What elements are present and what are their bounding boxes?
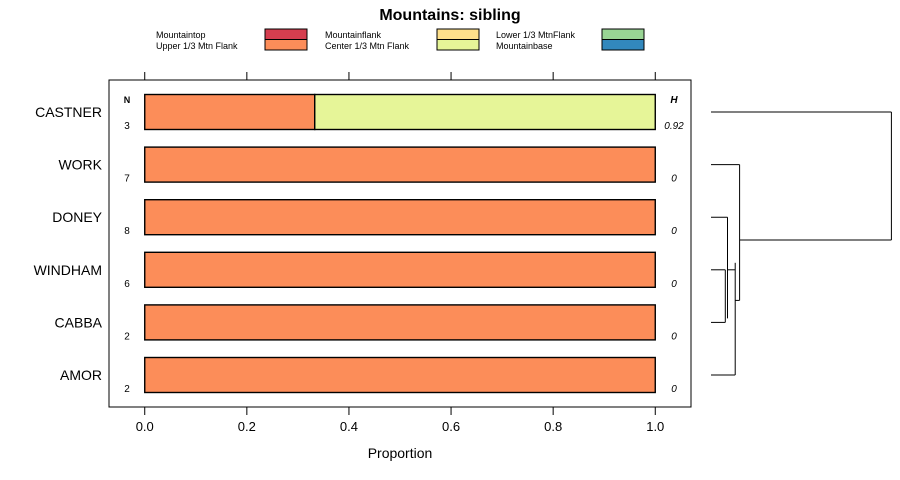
n-value: 7 [124,174,130,185]
bars: CASTNER 3 0.92 WORK 7 0 DONEY 8 0 WINDHAM 6 0 CABBA 2… [34,93,684,395]
legend-label: Lower 1/3 MtnFlank [496,30,576,40]
legend-swatch [264,28,308,40]
bar-segment [144,93,316,131]
bar-segment [314,93,656,131]
x-axis: 0.0 0.2 0.4 0.6 0.8 1.0 [136,72,664,434]
legend-swatch [436,28,480,40]
h-value: 0 [671,331,677,342]
bar-segment [144,304,656,341]
h-value: 0 [671,174,677,185]
h-value: 0 [671,279,677,290]
category-label: WORK [58,157,102,173]
x-tick-label: 0.2 [238,419,256,434]
legend-label: Mountaintop [156,30,206,40]
legend-label: Mountainflank [325,30,382,40]
chart-title: Mountains: sibling [379,7,520,24]
category-label: WINDHAM [34,262,102,278]
bar-segment [144,146,656,183]
n-value: 2 [124,331,130,342]
h-value: 0.92 [664,121,684,132]
bar-segment [144,356,656,394]
bar-segment [144,198,656,236]
plot-frame [108,79,692,408]
n-value: 2 [124,384,130,395]
legend-label: Mountainbase [496,41,553,51]
legend-label: Upper 1/3 Mtn Flank [156,41,238,51]
dendrogram [711,111,892,376]
x-tick-label: 0.0 [136,419,154,434]
n-value: 6 [124,279,130,290]
h-header: H [670,95,678,106]
h-value: 0 [671,384,677,395]
category-label: CABBA [55,314,103,330]
n-value: 3 [124,121,130,132]
n-value: 8 [124,226,130,237]
x-tick-label: 0.4 [340,419,358,434]
h-value: 0 [671,226,677,237]
x-tick-label: 0.8 [544,419,562,434]
legend-swatch [436,39,480,51]
x-axis-label: Proportion [368,445,433,461]
legend-swatch [264,39,308,51]
n-header: N [124,95,131,105]
legend-label: Center 1/3 Mtn Flank [325,41,410,51]
category-label: CASTNER [35,104,102,120]
category-label: AMOR [60,367,102,383]
category-label: DONEY [52,209,102,225]
x-tick-label: 1.0 [646,419,664,434]
x-tick-label: 0.6 [442,419,460,434]
legend-swatch [601,28,645,40]
bar-segment [144,251,656,289]
legend-swatch [601,39,645,51]
